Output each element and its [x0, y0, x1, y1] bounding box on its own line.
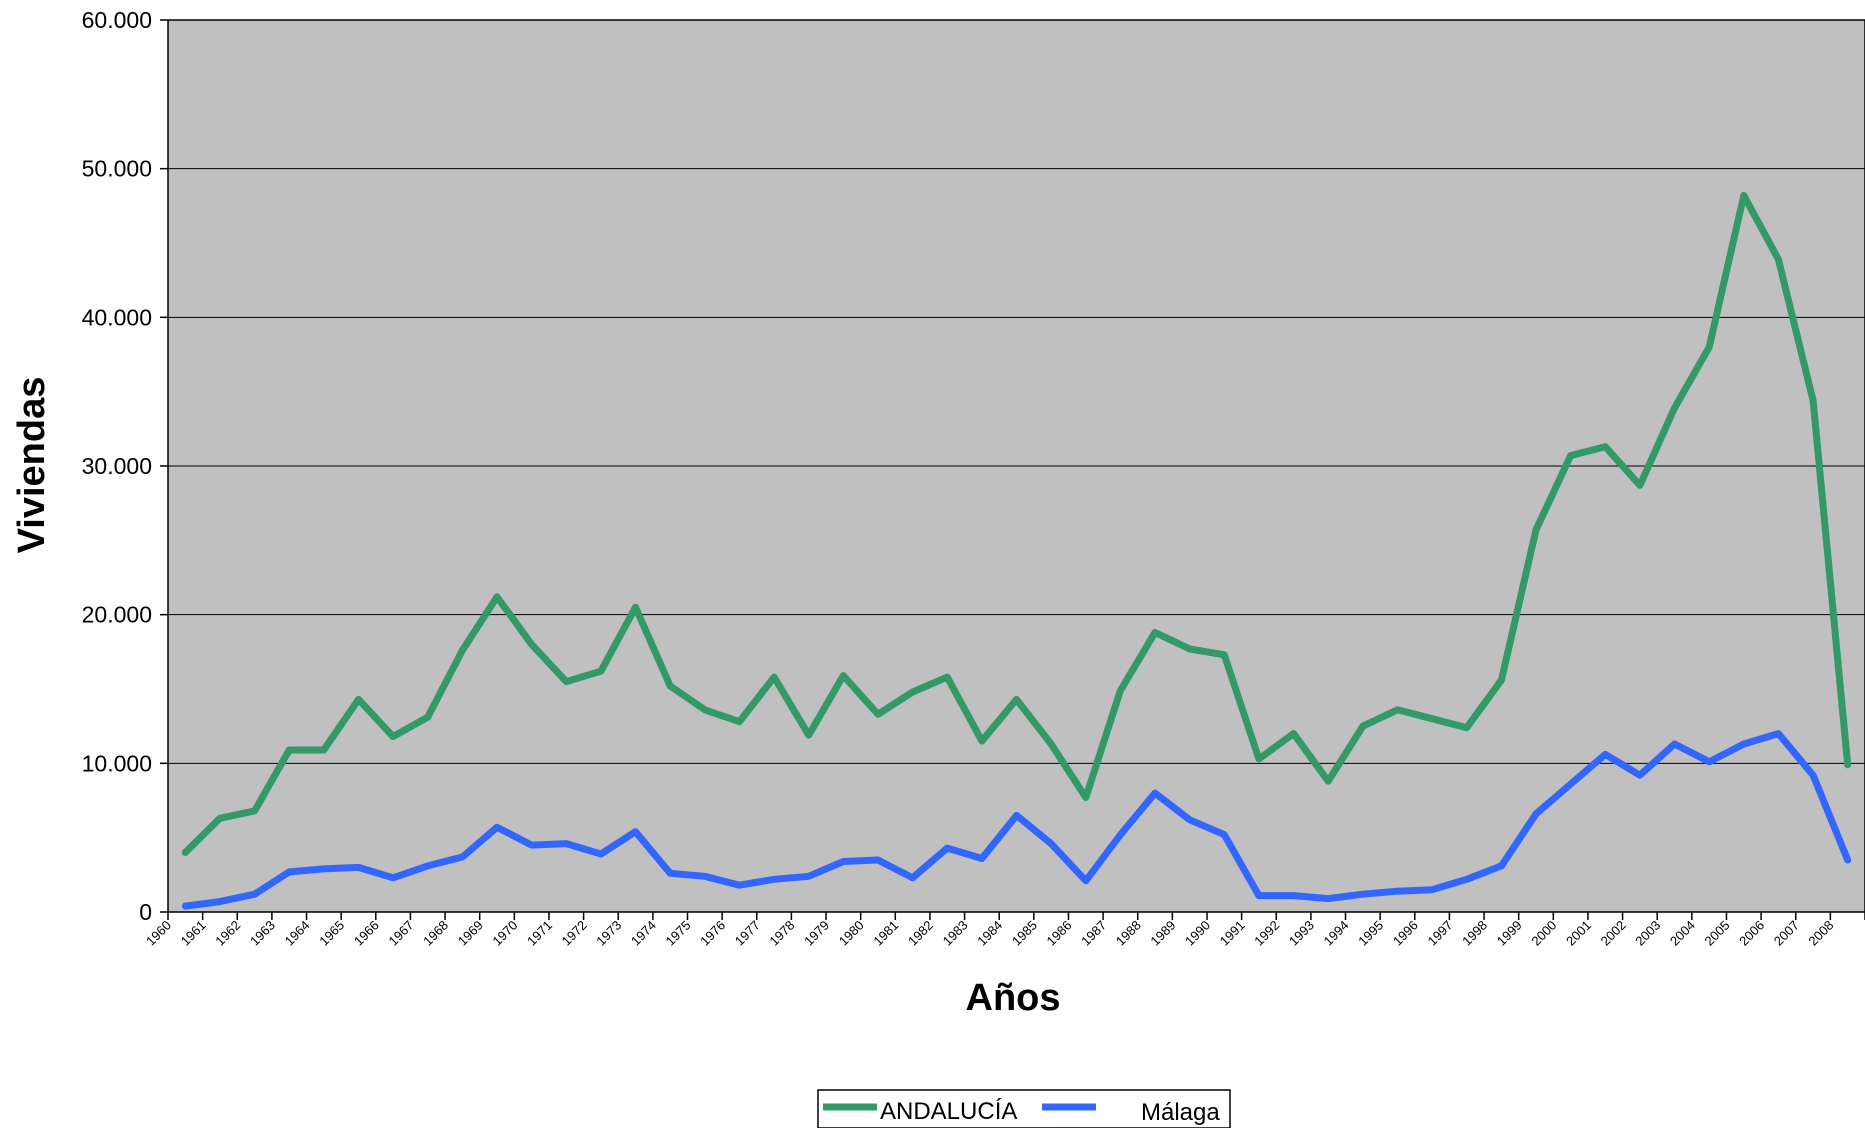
x-tick-label: 1964 [282, 918, 313, 949]
x-tick-label: 1971 [524, 918, 555, 949]
x-tick-label: 1967 [385, 918, 416, 949]
x-tick-label: 1996 [1390, 918, 1421, 949]
y-axis-ticks: 0 10.000 20.000 30.000 40.000 50.000 60.000 [82, 7, 1865, 925]
x-tick-label: 1984 [974, 918, 1005, 949]
x-tick-label: 1965 [316, 918, 347, 949]
x-tick-label: 1994 [1321, 918, 1352, 949]
legend-label-andalucia: ANDALUCÍA [880, 1098, 1017, 1125]
x-tick-label: 1982 [905, 918, 936, 949]
x-tick-label: 1997 [1424, 918, 1455, 949]
x-tick-label: 1995 [1355, 918, 1386, 949]
x-tick-label: 2005 [1702, 918, 1733, 949]
x-tick-label: 1973 [593, 918, 624, 949]
y-tick-label: 20.000 [82, 602, 152, 628]
x-tick-label: 1983 [940, 918, 971, 949]
x-tick-label: 1966 [351, 918, 382, 949]
x-tick-label: 1961 [178, 918, 209, 949]
series-line-1 [181, 730, 1852, 910]
x-axis-title: Años [966, 977, 1061, 1019]
x-tick-label: 1962 [212, 918, 243, 949]
legend-box [817, 1089, 1231, 1128]
x-tick-label: 1993 [1286, 918, 1317, 949]
x-tick-label: 1976 [697, 918, 728, 949]
x-tick-label: 1974 [628, 918, 659, 949]
x-tick-label: 1969 [455, 918, 486, 949]
x-tick-label: 1979 [801, 918, 832, 949]
y-tick-label: 60.000 [82, 7, 152, 33]
x-tick-label: 1968 [420, 918, 451, 949]
series-line-0 [181, 191, 1852, 856]
series-lines [181, 191, 1852, 910]
x-tick-label: 2003 [1632, 918, 1663, 949]
x-tick-label: 1963 [247, 918, 278, 949]
y-axis-title: Viviendas [11, 377, 53, 554]
x-tick-label: 1987 [1078, 918, 1109, 949]
legend: ANDALUCÍA Málaga [817, 1089, 1231, 1128]
legend-label-malaga: Málaga [1141, 1099, 1220, 1126]
x-tick-label: 1989 [1147, 918, 1178, 949]
x-tick-label: 1980 [836, 918, 867, 949]
y-tick-label: 30.000 [82, 453, 152, 479]
x-tick-label: 1978 [766, 918, 797, 949]
x-tick-label: 1981 [870, 918, 901, 949]
x-tick-label: 1975 [663, 918, 694, 949]
x-tick-label: 2001 [1563, 918, 1594, 949]
x-tick-label: 1990 [1182, 918, 1213, 949]
x-tick-label: 2000 [1528, 918, 1559, 949]
x-axis-ticks: 1960 1961 1962 1963 1964 1965 1966 1967 1968 1969… [143, 912, 1865, 949]
x-tick-label: 2007 [1771, 918, 1802, 949]
x-tick-label: 1998 [1459, 918, 1490, 949]
x-tick-label: 1970 [489, 918, 520, 949]
x-tick-label: 1991 [1217, 918, 1248, 949]
y-tick-label: 0 [139, 899, 152, 925]
x-tick-label: 1985 [1009, 918, 1040, 949]
x-tick-label: 2008 [1805, 918, 1836, 949]
x-tick-label: 1999 [1494, 918, 1525, 949]
x-tick-label: 2002 [1598, 918, 1629, 949]
x-tick-label: 1992 [1251, 918, 1282, 949]
x-tick-label: 1977 [732, 918, 763, 949]
y-tick-label: 10.000 [82, 750, 152, 776]
x-tick-label: 1972 [559, 918, 590, 949]
x-tick-label: 1986 [1044, 918, 1075, 949]
y-tick-label: 50.000 [82, 156, 152, 182]
x-tick-label: 2006 [1736, 918, 1767, 949]
x-tick-label: 2004 [1667, 918, 1698, 949]
y-tick-label: 40.000 [82, 304, 152, 330]
x-tick-label: 1988 [1113, 918, 1144, 949]
